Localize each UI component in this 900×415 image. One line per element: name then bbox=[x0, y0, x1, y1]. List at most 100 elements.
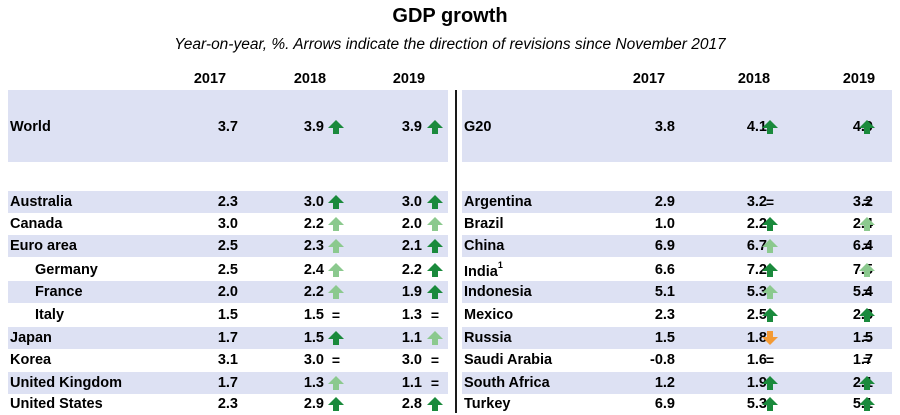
value-2017: 1.5 bbox=[654, 330, 675, 346]
g20-economies-panel: 201720182019G203.84.14.0Argentina2.93.23… bbox=[462, 68, 892, 413]
country-name: Indonesia bbox=[464, 284, 532, 300]
value-2019: 2.1 bbox=[401, 238, 422, 254]
up-arrow-icon bbox=[427, 284, 443, 300]
country-name: South Africa bbox=[464, 375, 550, 391]
value-2018: 2.2 bbox=[303, 284, 324, 300]
country-name: Euro area bbox=[10, 238, 77, 254]
aggregate-row-band bbox=[462, 90, 892, 162]
table-row: United Kingdom 1.7 1.3 1.1 = bbox=[8, 372, 448, 394]
value-2017: 1.7 bbox=[217, 375, 238, 391]
country-name: Japan bbox=[10, 330, 52, 346]
no-revision-mark: = bbox=[862, 330, 872, 346]
up-arrow-light-icon bbox=[328, 216, 344, 232]
column-header-2019: 2019 bbox=[392, 71, 426, 87]
value-2017: 1.0 bbox=[654, 216, 675, 232]
value-2018: 2.5 bbox=[746, 307, 767, 323]
value-2019: 2.2 bbox=[401, 262, 422, 278]
up-arrow-icon bbox=[427, 262, 443, 278]
value-2019: 3.0 bbox=[401, 352, 422, 368]
up-arrow-icon bbox=[762, 119, 778, 135]
up-arrow-icon bbox=[427, 238, 443, 254]
value-2017: 2.9 bbox=[654, 194, 675, 210]
value-2019: 1.5 bbox=[852, 330, 873, 346]
up-arrow-light-icon bbox=[427, 330, 443, 346]
country-name: Turkey bbox=[464, 396, 511, 412]
table-row: Indonesia 5.1 5.3 5.4 = bbox=[462, 281, 892, 303]
up-arrow-icon bbox=[762, 396, 778, 412]
no-revision-mark: = bbox=[331, 352, 341, 368]
country-name: France bbox=[35, 284, 83, 300]
no-revision-mark: = bbox=[430, 375, 440, 391]
table-row: Germany 2.5 2.4 2.2 bbox=[8, 259, 448, 281]
value-2019: 1.1 bbox=[401, 330, 422, 346]
column-header-2018: 2018 bbox=[293, 71, 327, 87]
value-2019: 1.3 bbox=[401, 307, 422, 323]
value-2017: 6.9 bbox=[654, 396, 675, 412]
value-2017: -0.8 bbox=[650, 352, 675, 368]
value-2017: 5.1 bbox=[654, 284, 675, 300]
no-revision-mark: = bbox=[430, 352, 440, 368]
value-2017: 1.5 bbox=[217, 307, 238, 323]
country-name: Canada bbox=[10, 216, 63, 232]
value-2019: 5.4 bbox=[852, 284, 873, 300]
up-arrow-icon bbox=[328, 396, 344, 412]
value-2017: 2.3 bbox=[654, 307, 675, 323]
no-revision-mark: = bbox=[765, 352, 775, 368]
value-2018: 1.5 bbox=[303, 330, 324, 346]
up-arrow-icon bbox=[427, 119, 443, 135]
up-arrow-icon bbox=[762, 262, 778, 278]
up-arrow-icon bbox=[859, 119, 875, 135]
up-arrow-icon bbox=[859, 307, 875, 323]
up-arrow-light-icon bbox=[328, 262, 344, 278]
up-arrow-icon bbox=[859, 396, 875, 412]
value-2017: 1.7 bbox=[217, 330, 238, 346]
up-arrow-icon bbox=[762, 216, 778, 232]
value-2018: 2.2 bbox=[303, 216, 324, 232]
value-2019: 1.1 bbox=[401, 375, 422, 391]
up-arrow-light-icon bbox=[762, 238, 778, 254]
no-revision-mark: = bbox=[430, 307, 440, 323]
country-name: World bbox=[10, 119, 51, 135]
country-name: Korea bbox=[10, 352, 52, 368]
no-revision-mark: = bbox=[862, 284, 872, 300]
table-row: Russia 1.5 1.8 1.5 = bbox=[462, 327, 892, 349]
value-2017: 2.5 bbox=[217, 238, 238, 254]
value-2017: 2.5 bbox=[217, 262, 238, 278]
up-arrow-light-icon bbox=[859, 262, 875, 278]
table-row: Saudi Arabia -0.8 1.6 1.7 = = bbox=[462, 349, 892, 371]
footnote-marker: 1 bbox=[497, 260, 503, 270]
value-2019: 2.0 bbox=[401, 216, 422, 232]
country-name: Mexico bbox=[464, 307, 514, 323]
value-2017: 6.6 bbox=[654, 262, 675, 278]
value-2018: 1.9 bbox=[746, 375, 767, 391]
value-2018: 4.1 bbox=[746, 119, 767, 135]
column-header-2017: 2017 bbox=[193, 71, 227, 87]
value-2018: 2.3 bbox=[303, 238, 324, 254]
value-2018: 1.6 bbox=[746, 352, 767, 368]
country-name: China bbox=[464, 238, 505, 254]
up-arrow-light-icon bbox=[762, 284, 778, 300]
panel-divider bbox=[455, 90, 457, 413]
up-arrow-icon bbox=[859, 375, 875, 391]
up-arrow-icon bbox=[328, 194, 344, 210]
value-2019: 6.4 bbox=[852, 238, 873, 254]
up-arrow-icon bbox=[762, 375, 778, 391]
value-2018: 7.2 bbox=[746, 262, 767, 278]
value-2018: 6.7 bbox=[746, 238, 767, 254]
country-name: India1 bbox=[464, 260, 503, 280]
value-2017: 3.8 bbox=[654, 119, 675, 135]
country-name: Brazil bbox=[464, 216, 504, 232]
no-revision-mark: = bbox=[765, 194, 775, 210]
table-row: Japan 1.7 1.5 1.1 bbox=[8, 327, 448, 349]
chart-subtitle: Year-on-year, %. Arrows indicate the dir… bbox=[174, 36, 726, 53]
up-arrow-light-icon bbox=[328, 375, 344, 391]
advanced-economies-panel: 2017 2018 2019 World 3.7 3.9 3.9 Australia 2.3 3.… bbox=[8, 68, 448, 413]
value-2017: 6.9 bbox=[654, 238, 675, 254]
aggregate-row-band bbox=[8, 90, 448, 162]
up-arrow-light-icon bbox=[328, 284, 344, 300]
country-name: Italy bbox=[35, 307, 65, 323]
value-2017: 2.0 bbox=[217, 284, 238, 300]
country-name: Australia bbox=[10, 194, 73, 210]
